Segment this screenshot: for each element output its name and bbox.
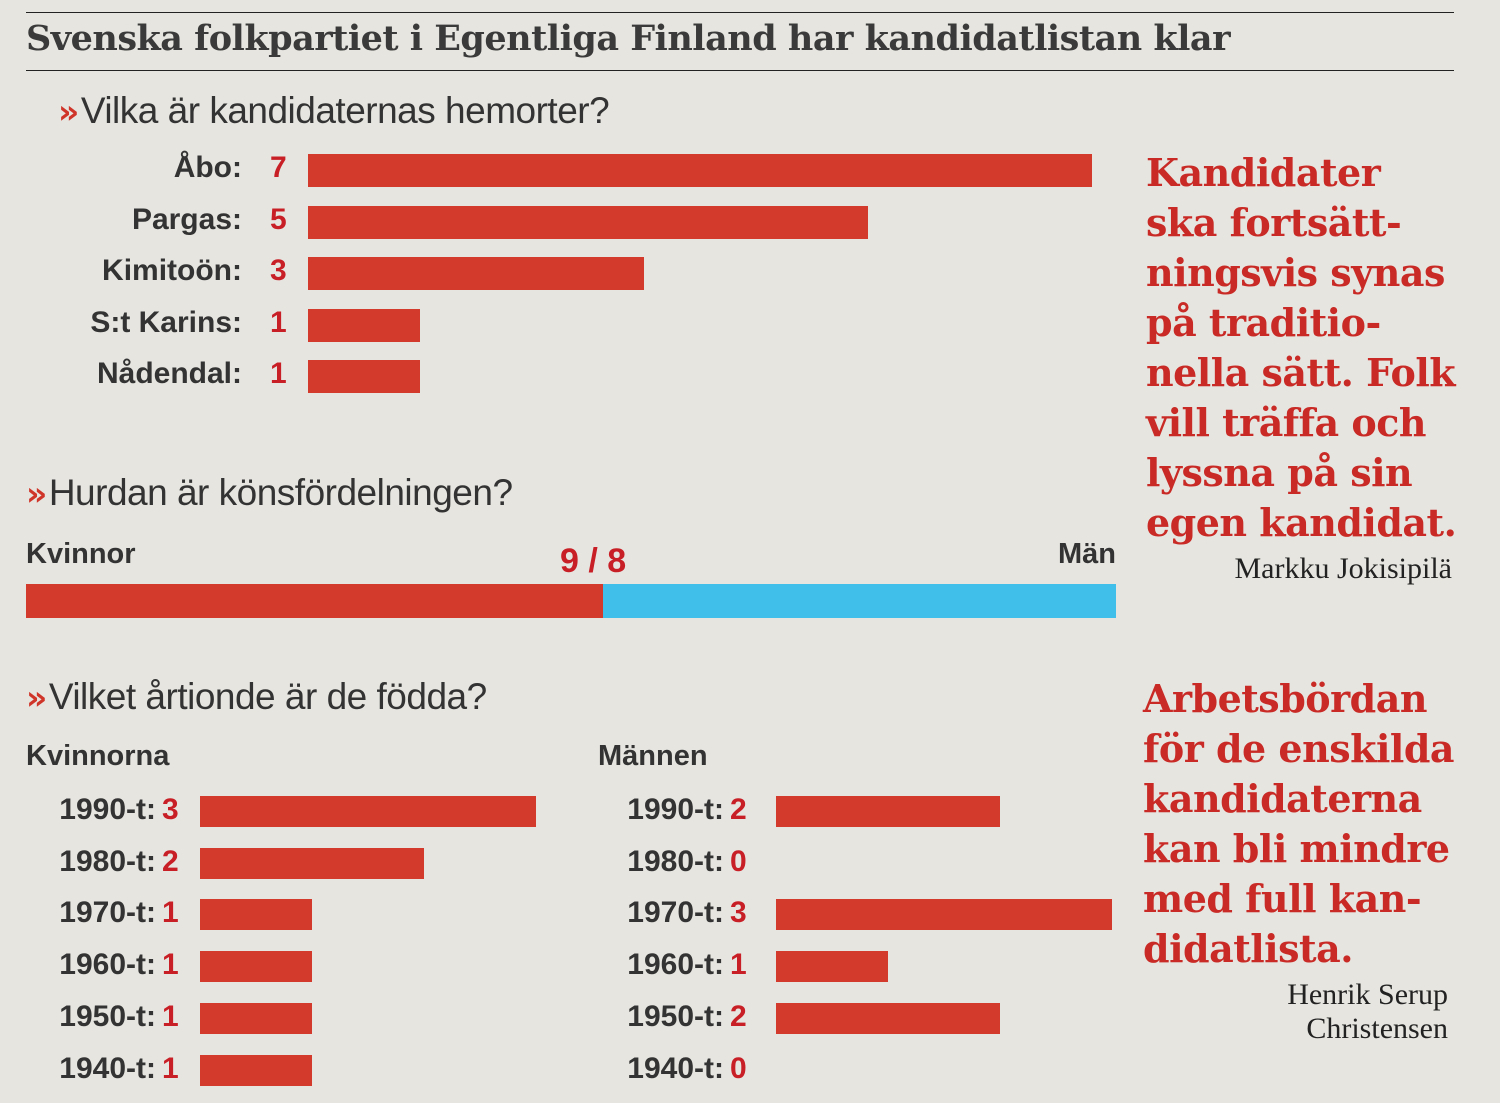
gender-bar-men xyxy=(603,584,1116,618)
bar xyxy=(776,951,888,983)
question-decade-text: Vilket årtionde är de födda? xyxy=(48,676,487,717)
gender-bar-women xyxy=(26,584,603,618)
bar xyxy=(308,308,420,342)
question-gender-text: Hurdan är könsfördelningen? xyxy=(48,472,513,513)
bar xyxy=(200,1002,312,1034)
bar-value-label: 2 xyxy=(730,999,747,1033)
bar-category-label: 1970-t: xyxy=(627,896,724,930)
bar-value-label: 2 xyxy=(162,844,179,878)
chevron-icon: » xyxy=(26,678,47,717)
page-title: Svenska folkpartiet i Egentliga Finland … xyxy=(26,18,1231,59)
bar-value-label: 3 xyxy=(162,793,179,826)
bar-category-label: 1950-t: xyxy=(627,999,724,1033)
bar xyxy=(308,205,868,239)
quote-line: med full kan- xyxy=(1143,876,1422,921)
gender-women-label: Kvinnor xyxy=(26,538,136,570)
bar-value-label: 1 xyxy=(162,896,179,930)
bar xyxy=(200,796,536,827)
bar-category-label: 1980-t: xyxy=(627,844,724,878)
bar-value-label: 1 xyxy=(270,305,287,339)
quote-line: egen kandidat. xyxy=(1146,500,1457,545)
question-hometowns: »Vilka är kandidaternas hemorter? xyxy=(58,90,610,132)
quote-line: kan bli mindre xyxy=(1143,826,1450,871)
bar xyxy=(776,899,1112,931)
bar-category-label: 1970-t: xyxy=(59,896,156,930)
bar-value-label: 1 xyxy=(162,999,179,1033)
quote-1: Kandidater ska fortsätt- ningsvis synas … xyxy=(1146,148,1457,548)
bar-category-label: 1990-t: xyxy=(59,793,156,826)
quote-line: vill träffa och xyxy=(1146,400,1426,445)
bar xyxy=(308,257,644,290)
bar-category-label: 1940-t: xyxy=(627,1051,724,1085)
bar-category-label: 1940-t: xyxy=(59,1051,156,1085)
quote-line: Arbetsbördan xyxy=(1143,676,1427,721)
bar-value-label: 3 xyxy=(730,896,747,930)
bar xyxy=(308,360,420,393)
chevron-icon: » xyxy=(58,92,79,131)
bar-category-label: Nådendal: xyxy=(96,357,242,390)
gender-ratio-label: 9 / 8 xyxy=(560,542,627,580)
bar-value-label: 7 xyxy=(270,151,287,184)
quote-line: lyssna på sin xyxy=(1146,450,1413,495)
bar-value-label: 0 xyxy=(730,844,747,878)
quote-2: Arbetsbördan för de enskilda kandidatern… xyxy=(1143,674,1455,974)
bar-value-label: 1 xyxy=(162,948,179,982)
gender-men-label: Män xyxy=(1058,538,1116,570)
bar-category-label: 1980-t: xyxy=(59,844,156,878)
author-line: Markku Jokisipilä xyxy=(1234,552,1453,585)
bar-value-label: 5 xyxy=(270,202,287,236)
quote-line: didatlista. xyxy=(1143,926,1353,971)
title-rule xyxy=(26,70,1454,71)
author-line: Christensen xyxy=(1306,1012,1448,1045)
author-line: Henrik Serup xyxy=(1287,978,1448,1011)
quote-line: nella sätt. Folk xyxy=(1146,350,1456,395)
bar-value-label: 1 xyxy=(730,948,747,982)
bar-category-label: 1960-t: xyxy=(59,948,156,982)
bar-value-label: 0 xyxy=(730,1051,747,1085)
bar-value-label: 2 xyxy=(730,793,747,826)
bar xyxy=(776,796,1000,827)
question-gender: »Hurdan är könsfördelningen? xyxy=(26,472,513,514)
quote-line: Kandidater xyxy=(1146,150,1381,195)
bar-category-label: Pargas: xyxy=(131,202,242,236)
question-hometowns-text: Vilka är kandidaternas hemorter? xyxy=(80,90,610,131)
bar-category-label: Åbo: xyxy=(173,151,242,184)
bar-category-label: 1990-t: xyxy=(627,793,724,826)
bar xyxy=(776,1002,1000,1034)
bar xyxy=(200,847,424,879)
question-decade: »Vilket årtionde är de födda? xyxy=(26,676,487,718)
quote-line: ningsvis synas xyxy=(1146,250,1445,295)
chevron-icon: » xyxy=(26,474,47,513)
panel-women-label: Kvinnorna xyxy=(26,740,170,772)
bar-category-label: 1960-t: xyxy=(627,948,724,982)
quote-line: på traditio- xyxy=(1146,300,1381,345)
top-rule xyxy=(26,12,1454,13)
bar-category-label: Kimitoön: xyxy=(102,254,242,287)
bar-value-label: 1 xyxy=(162,1051,179,1085)
bar-category-label: 1950-t: xyxy=(59,999,156,1033)
bar xyxy=(200,1054,312,1086)
quote-line: för de enskilda xyxy=(1143,726,1455,771)
quote-line: kandidaterna xyxy=(1143,776,1422,821)
bar-value-label: 1 xyxy=(270,357,287,390)
quote-line: ska fortsätt- xyxy=(1146,200,1402,245)
quote-2-author: Henrik Serup Christensen xyxy=(1287,978,1448,1046)
bar xyxy=(200,899,312,931)
bar-category-label: S:t Karins: xyxy=(90,305,242,339)
quote-1-author: Markku Jokisipilä xyxy=(1235,552,1453,586)
bar xyxy=(200,951,312,983)
bar-value-label: 3 xyxy=(270,254,287,287)
bar xyxy=(308,154,1092,187)
panel-men-label: Männen xyxy=(598,740,708,772)
